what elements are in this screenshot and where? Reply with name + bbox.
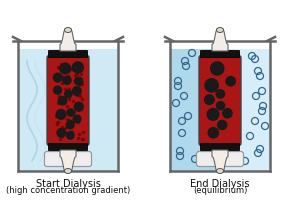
Circle shape — [65, 90, 72, 98]
Ellipse shape — [64, 27, 71, 33]
Circle shape — [75, 77, 83, 85]
FancyBboxPatch shape — [199, 55, 241, 146]
Circle shape — [58, 96, 67, 105]
FancyBboxPatch shape — [200, 50, 239, 57]
Circle shape — [66, 121, 74, 129]
Text: End Dialysis: End Dialysis — [190, 179, 250, 189]
FancyBboxPatch shape — [200, 144, 239, 151]
Ellipse shape — [64, 169, 71, 173]
Circle shape — [53, 73, 62, 82]
Circle shape — [73, 87, 81, 95]
Circle shape — [216, 102, 225, 110]
Circle shape — [63, 76, 71, 84]
Circle shape — [223, 109, 232, 118]
Circle shape — [211, 62, 224, 75]
Circle shape — [57, 129, 66, 137]
Bar — [170, 49, 270, 171]
Circle shape — [208, 128, 218, 138]
Circle shape — [207, 109, 219, 120]
Circle shape — [67, 109, 74, 116]
Circle shape — [74, 102, 83, 111]
Polygon shape — [60, 150, 76, 173]
Circle shape — [205, 95, 214, 104]
FancyBboxPatch shape — [196, 151, 244, 166]
FancyBboxPatch shape — [49, 50, 88, 57]
Ellipse shape — [215, 156, 225, 163]
Circle shape — [72, 62, 83, 73]
Circle shape — [226, 76, 236, 86]
Ellipse shape — [217, 169, 224, 173]
Polygon shape — [212, 150, 228, 173]
Ellipse shape — [63, 156, 73, 163]
Circle shape — [216, 90, 224, 98]
FancyBboxPatch shape — [47, 55, 89, 146]
Polygon shape — [220, 49, 270, 171]
Ellipse shape — [217, 27, 224, 33]
Circle shape — [67, 132, 74, 139]
Text: Start Dialysis: Start Dialysis — [36, 179, 100, 189]
Bar — [18, 49, 118, 171]
Text: (equilibrium): (equilibrium) — [193, 186, 247, 195]
Circle shape — [56, 110, 66, 119]
Text: (high concentration gradient): (high concentration gradient) — [6, 186, 130, 195]
Circle shape — [60, 63, 70, 74]
Polygon shape — [60, 28, 76, 51]
Polygon shape — [212, 28, 228, 51]
Circle shape — [73, 115, 81, 123]
Circle shape — [205, 79, 218, 92]
FancyBboxPatch shape — [49, 144, 88, 151]
Circle shape — [218, 120, 227, 129]
Circle shape — [54, 86, 61, 94]
FancyBboxPatch shape — [44, 151, 92, 166]
